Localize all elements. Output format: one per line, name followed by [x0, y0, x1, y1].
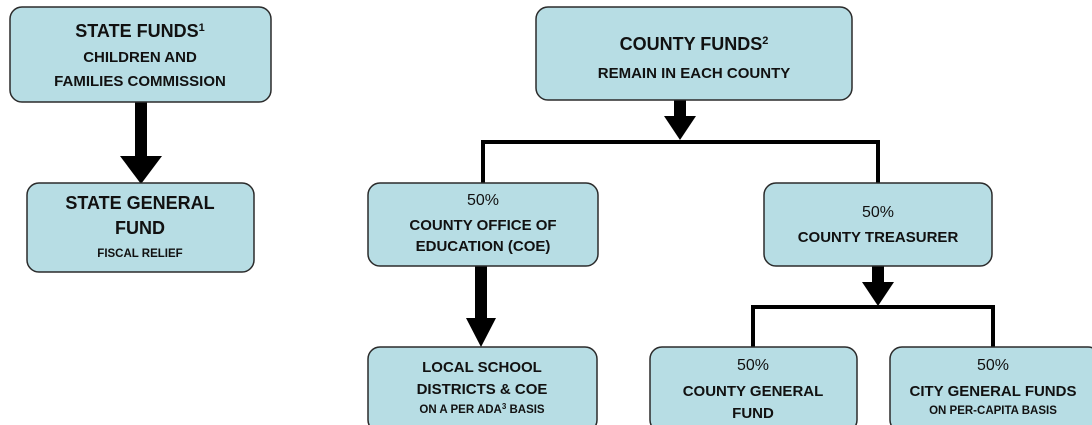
node-box — [367, 346, 598, 425]
node-text: LOCAL SCHOOL — [422, 359, 542, 376]
node-title: COUNTY FUNDS2 — [620, 34, 769, 54]
branch-line — [751, 305, 995, 347]
arrow-head — [664, 116, 696, 140]
superscript: 3 — [502, 402, 507, 411]
node-box — [26, 182, 255, 273]
node-percent: 50% — [977, 357, 1009, 374]
node-box — [367, 182, 599, 267]
node-note: FISCAL RELIEF — [97, 248, 182, 260]
arrow-shaft — [135, 102, 147, 160]
node-percent: 50% — [737, 357, 769, 374]
node-box — [763, 182, 993, 267]
arrow-head — [466, 318, 496, 347]
node-title: FUND — [115, 218, 165, 238]
node-text: COUNTY OFFICE OF — [409, 217, 556, 234]
connectors — [120, 100, 995, 347]
text: STATE FUNDS — [75, 21, 198, 41]
node-text: DISTRICTS & COE — [417, 381, 548, 398]
node-text: FAMILIES COMMISSION — [54, 73, 226, 90]
node-text: CITY GENERAL FUNDS — [910, 383, 1077, 400]
node: 50% COUNTY OFFICE OF EDUCATION (COE) — [367, 182, 599, 267]
node: COUNTY FUNDS2 REMAIN IN EACH COUNTY — [535, 6, 853, 101]
node-text: FUND — [732, 405, 774, 422]
node-box — [889, 346, 1092, 425]
branch-line — [481, 140, 880, 183]
node-text: COUNTY TREASURER — [798, 229, 959, 246]
arrow-shaft — [872, 266, 884, 286]
node-title: STATE FUNDS1 — [75, 21, 204, 41]
arrow-head — [862, 282, 894, 306]
arrow-shaft — [674, 100, 686, 120]
arrow-head — [120, 156, 162, 184]
text: ON A PER ADA — [419, 404, 501, 416]
text: BASIS — [506, 404, 545, 416]
node: LOCAL SCHOOL DISTRICTS & COE ON A PER AD… — [367, 346, 598, 425]
text: COUNTY FUNDS — [620, 34, 763, 54]
node: 50% COUNTY TREASURER — [763, 182, 993, 267]
arrow-shaft — [475, 266, 487, 322]
node: 50% CITY GENERAL FUNDS ON PER-CAPITA BAS… — [889, 346, 1092, 425]
node-box — [649, 346, 858, 425]
node-percent: 50% — [862, 204, 894, 221]
node-title: STATE GENERAL — [65, 193, 214, 213]
node-text: EDUCATION (COE) — [416, 238, 551, 255]
node-note: ON A PER ADA3 BASIS — [419, 402, 545, 416]
node-note: ON PER-CAPITA BASIS — [929, 405, 1057, 417]
node-percent: 50% — [467, 192, 499, 209]
node-box — [535, 6, 853, 101]
node-text: CHILDREN AND — [83, 49, 197, 66]
node: 50% COUNTY GENERAL FUND — [649, 346, 858, 425]
node: STATE FUNDS1 CHILDREN AND FAMILIES COMMI… — [9, 6, 272, 103]
node-box — [9, 6, 272, 103]
superscript: 2 — [762, 35, 768, 47]
superscript: 1 — [199, 22, 205, 34]
node: STATE GENERAL FUND FISCAL RELIEF — [26, 182, 255, 273]
node-text: COUNTY GENERAL — [683, 383, 824, 400]
node-text: REMAIN IN EACH COUNTY — [598, 65, 791, 82]
